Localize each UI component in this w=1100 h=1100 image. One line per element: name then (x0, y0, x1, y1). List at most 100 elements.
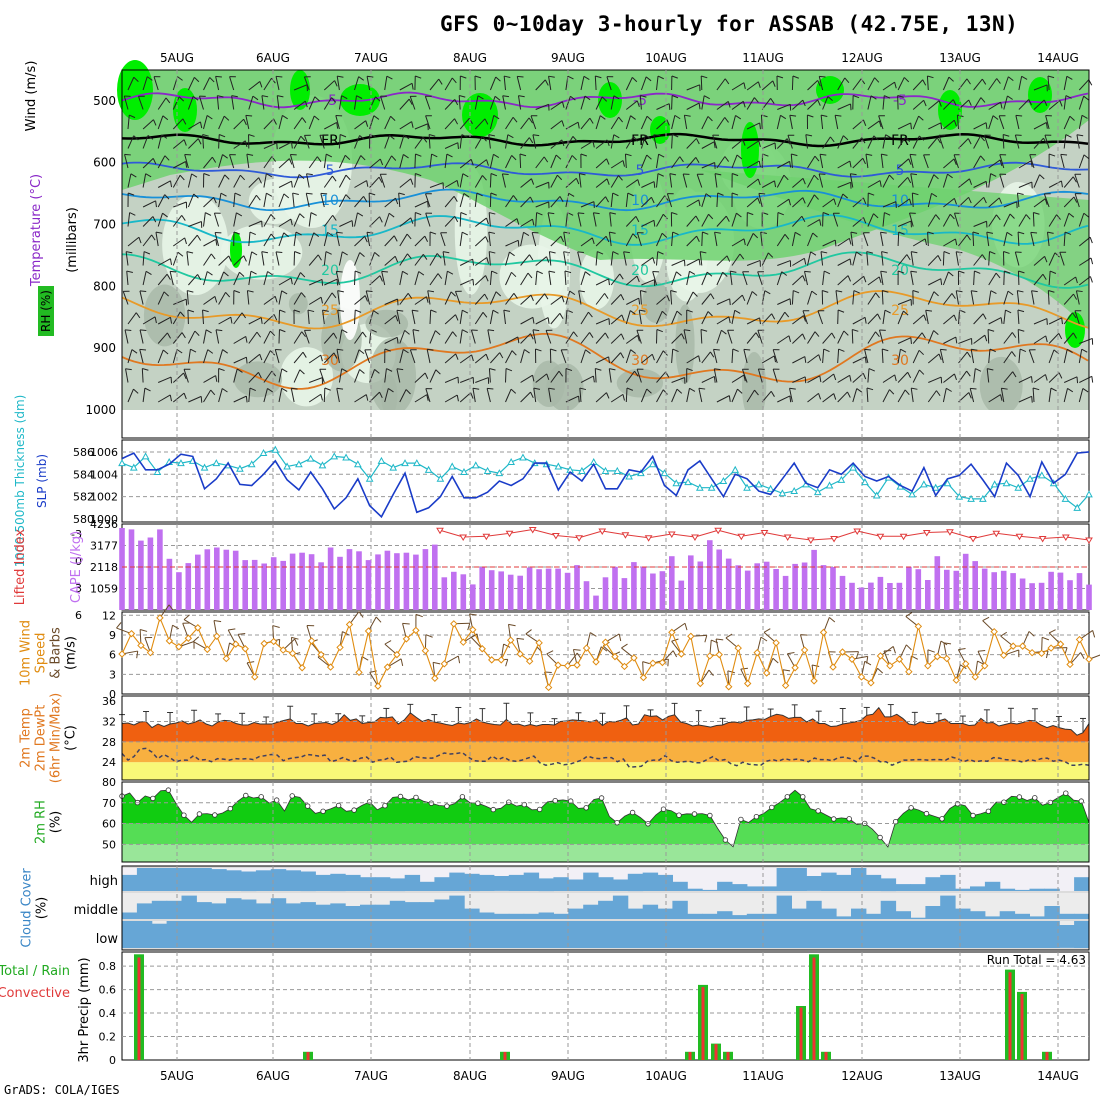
wind-barb-feather (908, 158, 912, 165)
wind-barb-feather (761, 114, 768, 118)
precip-convective-bar (1008, 972, 1012, 1060)
wind-barb-feather (981, 78, 987, 85)
cloud-cell (464, 908, 480, 919)
wind-speed-point (696, 679, 705, 688)
wind-barb-feather (512, 195, 518, 201)
wind-barb (700, 329, 703, 344)
wind-barb (396, 368, 401, 383)
cloud-cell (330, 873, 346, 892)
wind-barb (444, 314, 456, 325)
wind-barb-feather (210, 253, 216, 260)
cloud-cell (285, 903, 301, 919)
wind-barb-feather (985, 122, 988, 130)
wind-barb (155, 232, 159, 247)
wind-barb-feather (606, 139, 610, 147)
wind-barb-feather (301, 331, 306, 337)
wind-barb (1033, 137, 1044, 149)
wind-barb-feather (645, 76, 652, 82)
wind-barb (1000, 388, 1005, 403)
wind-barb-feather (245, 114, 253, 117)
wind-barb (746, 259, 761, 266)
cloud-frame (121, 865, 1090, 951)
cloud-cell (538, 921, 554, 948)
wind-barb-feather (177, 76, 183, 81)
slp-line (121, 451, 1090, 519)
rh2m-point (196, 811, 203, 817)
wind-barb-feather (389, 134, 395, 140)
wind-barb (897, 337, 912, 344)
cape-bar (678, 580, 685, 610)
wind-barb (354, 309, 356, 325)
wind-barb-feather (199, 121, 203, 129)
wind-barb-feather (211, 156, 217, 163)
wind-barb (943, 99, 954, 110)
wind-barb-feather (484, 118, 489, 125)
wind-barb (399, 292, 409, 305)
wind-barb (641, 196, 652, 208)
wind-barb (701, 271, 708, 286)
wind-barb-feather (833, 198, 837, 205)
wind-barb-feather (758, 140, 761, 148)
cloud-cell (598, 921, 614, 948)
wind-barb-feather (563, 251, 570, 254)
wind-barb (1033, 335, 1047, 344)
rh2m-tick: 60 (102, 818, 116, 831)
wind-barb (656, 195, 666, 208)
wind-barb-feather (1007, 290, 1014, 296)
wind-barb (458, 95, 461, 110)
wind-barb-feather (422, 254, 428, 260)
wind-barb-feather (245, 336, 248, 343)
wind-barb (701, 193, 707, 208)
cloud-cell (493, 913, 510, 919)
wind-barb-feather (933, 174, 939, 180)
wind-barb (822, 239, 836, 247)
wind-barb (712, 134, 718, 149)
wind-barb-feather (170, 270, 177, 273)
wind-barb (595, 356, 609, 364)
wind-barb (203, 197, 215, 208)
wind-barb-feather (460, 75, 467, 79)
wind-barb (746, 317, 760, 325)
wind-barb (671, 333, 682, 344)
wind-barb (246, 154, 250, 169)
wind-barb (867, 180, 881, 188)
cloud-cell (776, 895, 792, 919)
wind-barb (261, 251, 265, 266)
cloud-cell (821, 872, 837, 891)
wind-barb (1063, 376, 1078, 383)
wind-speed-point (222, 654, 230, 663)
wind-barb-feather (447, 270, 454, 275)
wind-barb (867, 213, 874, 227)
wind-barb-feather (384, 640, 392, 645)
cloud-cell (761, 886, 778, 891)
wind-barb (912, 135, 920, 149)
wind-barb (953, 154, 959, 169)
wind-barb (822, 271, 825, 286)
cape-bar (583, 581, 590, 610)
wind-barb (610, 175, 619, 188)
wind-barb (777, 103, 791, 110)
wind-barb (535, 373, 548, 383)
wind-barb (229, 76, 235, 91)
cloud-cell (270, 869, 287, 891)
wind-barb-feather (248, 134, 255, 137)
wind-barb (489, 96, 496, 110)
lifted-index-line (555, 535, 580, 539)
wind-barb-feather (884, 309, 891, 314)
wind-barb-feather (905, 612, 913, 617)
wind-barb-feather (548, 270, 556, 273)
wind-barb (761, 98, 772, 110)
wind-barb (1028, 349, 1035, 364)
wind-barb (503, 310, 506, 325)
wind-barb-feather (676, 388, 683, 394)
wind-barb-feather (454, 99, 459, 106)
wind-barb (124, 329, 129, 344)
wind-barb (686, 388, 690, 403)
cloud-cell (806, 921, 822, 948)
wind-barb (683, 329, 688, 344)
wind-barb (306, 173, 310, 188)
wind-barb (1032, 212, 1035, 227)
wind-barb-feather (427, 348, 434, 351)
wind-barb-feather (355, 309, 362, 313)
wind-barb-feather (1068, 212, 1075, 218)
